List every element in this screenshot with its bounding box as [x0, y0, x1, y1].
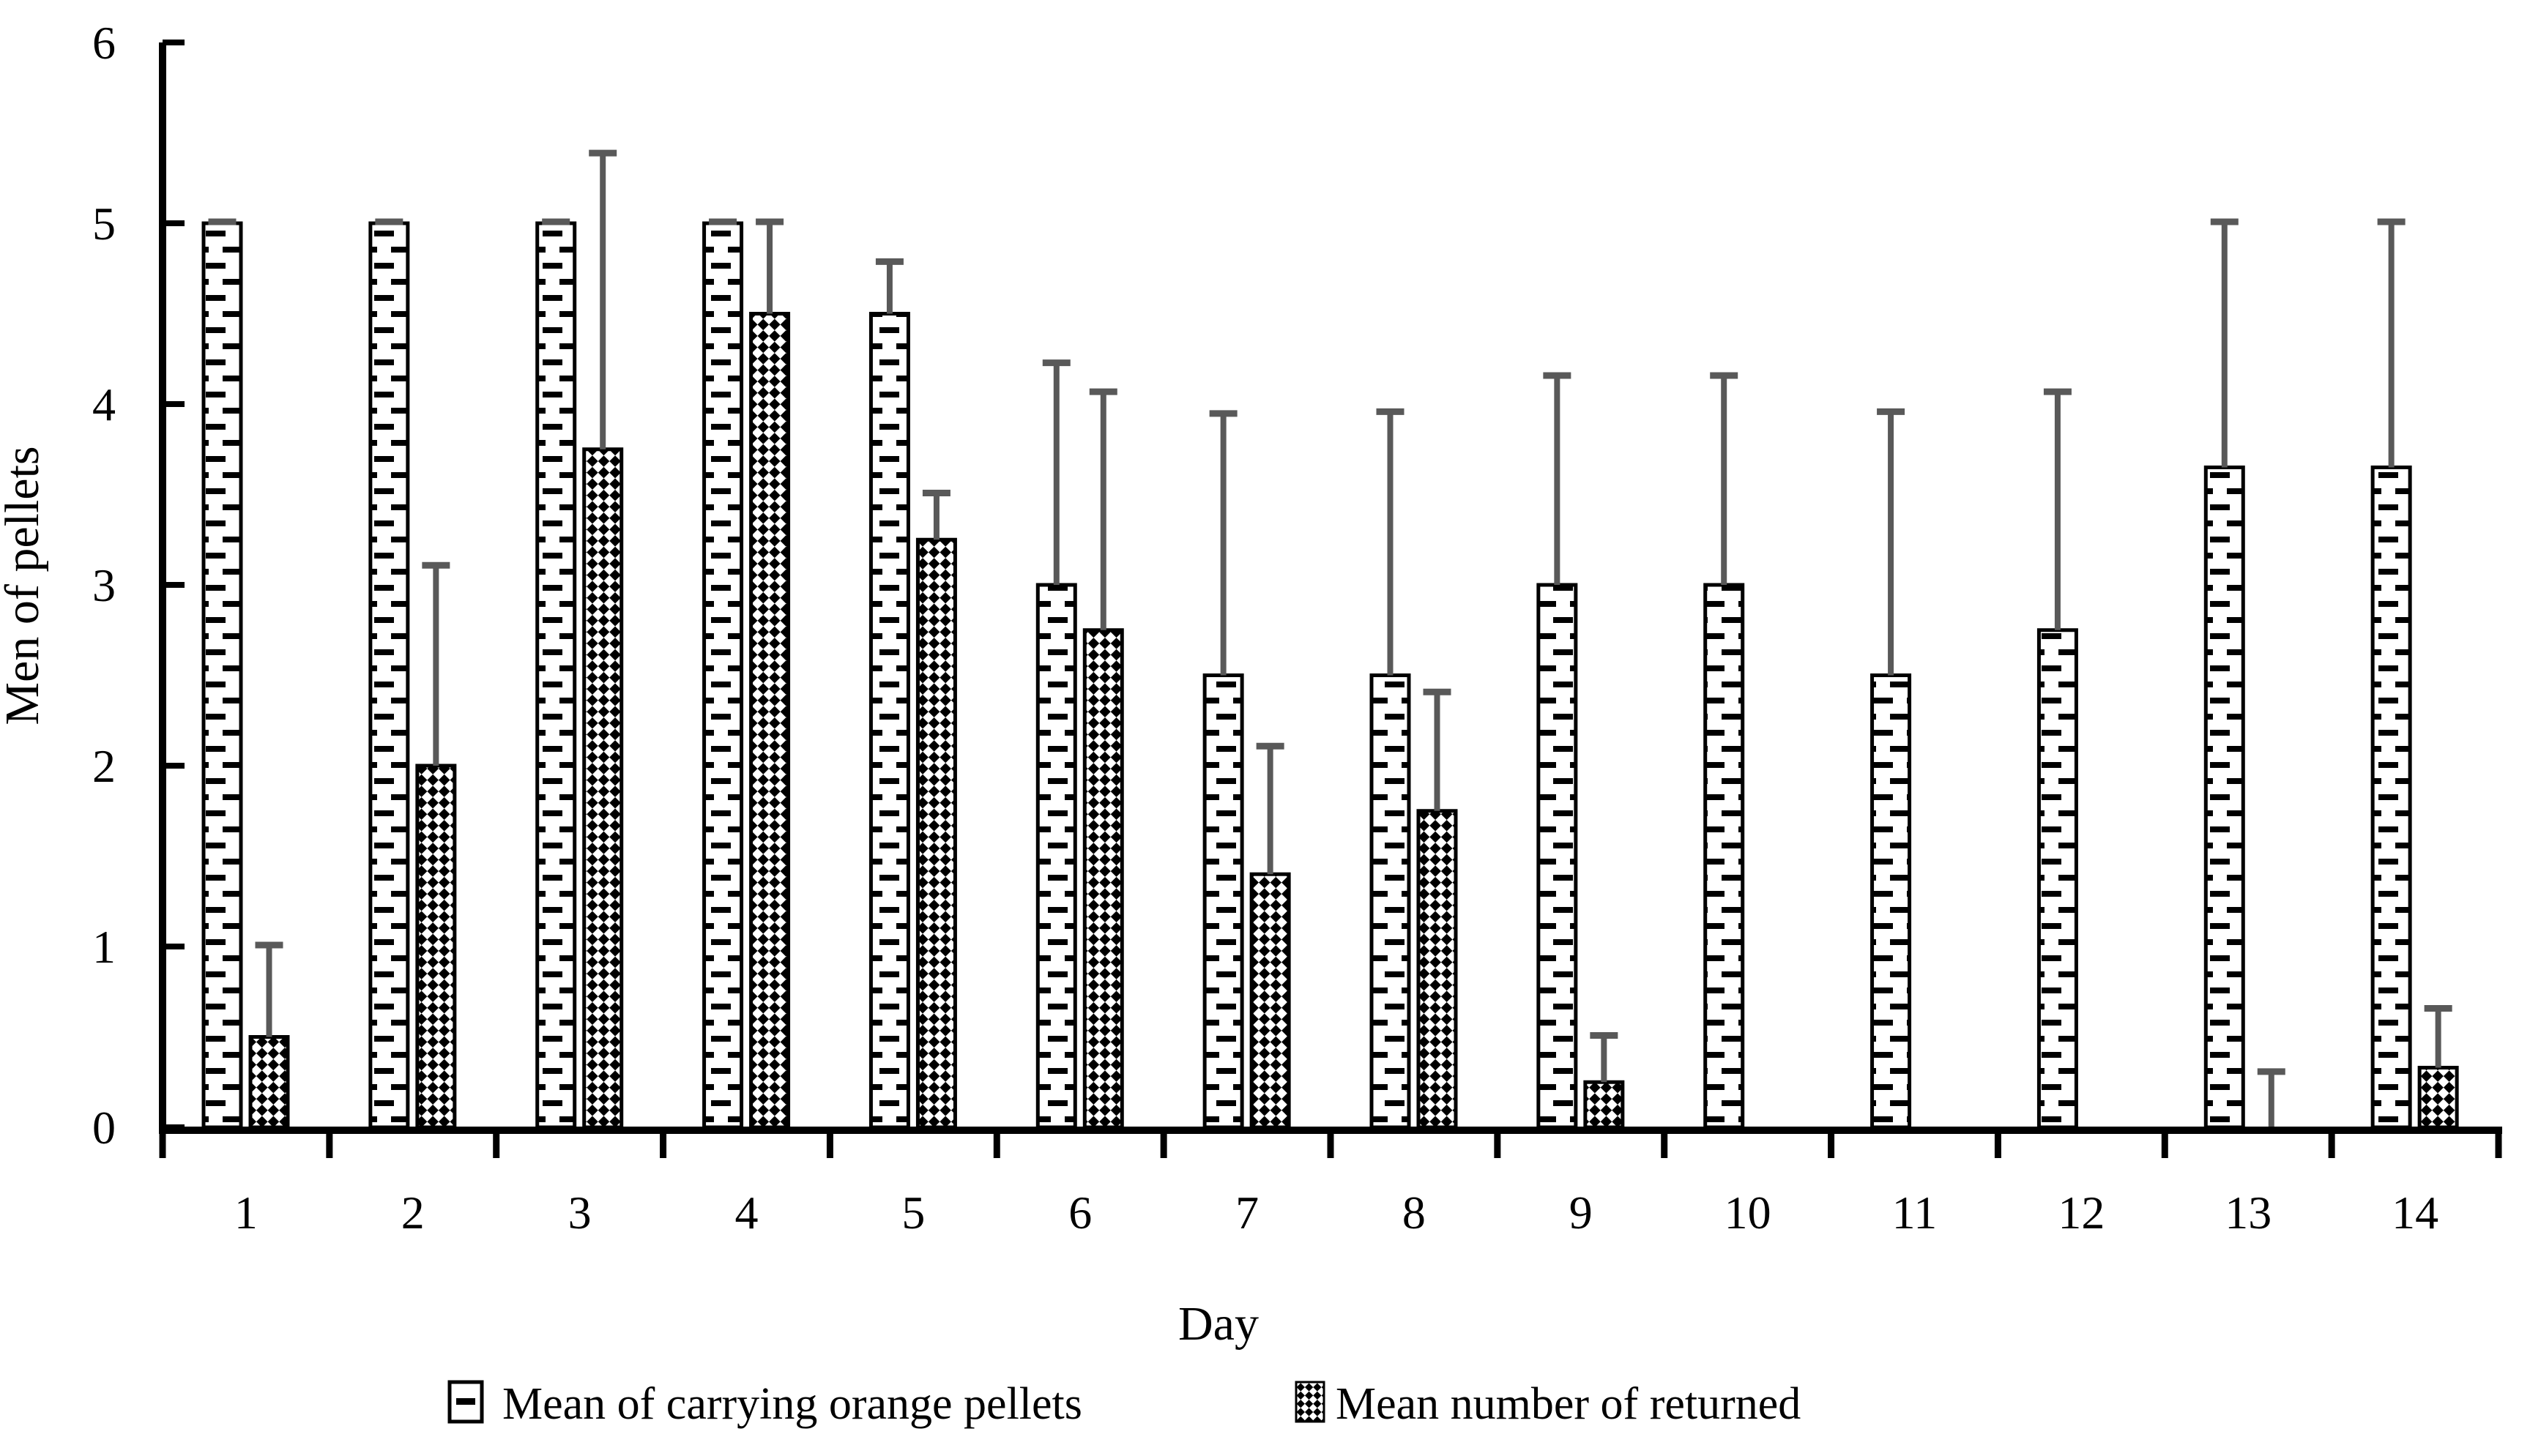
x-tick-label-1: 1: [234, 1187, 258, 1239]
bar-series1-day-2: [368, 221, 410, 1130]
x-tick-label-4: 4: [734, 1187, 758, 1239]
x-tick-label-7: 7: [1235, 1187, 1259, 1239]
bar-series2-day-1: [248, 1035, 290, 1130]
bar-series1-day-10: [1703, 583, 1745, 1130]
bar-series1-day-5: [868, 312, 910, 1130]
y-tick-label-0: 0: [92, 1102, 116, 1154]
bar-series1-day-3: [535, 221, 577, 1130]
bar-series1-day-4: [702, 221, 744, 1130]
bar-series1-day-11: [1870, 673, 1912, 1130]
x-tick-label-9: 9: [1569, 1187, 1593, 1239]
bars-group: [201, 221, 2459, 1130]
bar-series1-day-14: [2370, 465, 2412, 1130]
x-tick-label-13: 13: [2225, 1187, 2272, 1239]
x-tick-label-8: 8: [1402, 1187, 1426, 1239]
y-tick-label-6: 6: [92, 17, 116, 69]
x-tick-label-12: 12: [2058, 1187, 2105, 1239]
bar-series2-day-4: [749, 312, 791, 1130]
legend-item-carrying: Mean of carrying orange pellets: [447, 1379, 1082, 1429]
ticks-group: [159, 40, 2502, 1158]
legend-swatch-checker-icon: [1295, 1381, 1325, 1423]
bar-series1-day-12: [2036, 628, 2078, 1130]
bar-series2-day-9: [1583, 1080, 1625, 1130]
x-axis-title: Day: [1178, 1297, 1259, 1351]
bar-series2-day-3: [582, 447, 624, 1130]
legend: Mean of carrying orange pellets Mean num…: [447, 1379, 1801, 1429]
bar-series1-day-7: [1202, 673, 1244, 1130]
bar-series2-day-6: [1082, 628, 1124, 1130]
bar-series2-day-7: [1249, 872, 1291, 1130]
x-tick-label-14: 14: [2392, 1187, 2438, 1239]
x-tick-label-6: 6: [1068, 1187, 1092, 1239]
legend-item-returned: Mean number of returned: [1295, 1379, 1801, 1429]
bar-series2-day-5: [915, 537, 957, 1130]
bar-series1-day-8: [1369, 673, 1411, 1130]
x-tick-label-5: 5: [901, 1187, 925, 1239]
bar-series2-day-14: [2417, 1065, 2459, 1130]
y-axis-title: Men of pellets: [0, 446, 49, 725]
y-tick-label-2: 2: [92, 740, 116, 792]
x-tick-label-3: 3: [568, 1187, 592, 1239]
y-tick-label-5: 5: [92, 198, 116, 250]
legend-label-returned: Mean number of returned: [1336, 1379, 1801, 1429]
bar-series2-day-2: [415, 764, 457, 1130]
x-tick-label-2: 2: [401, 1187, 425, 1239]
legend-swatch-dash-mark-icon: [456, 1398, 475, 1405]
bar-series2-day-8: [1416, 809, 1458, 1130]
bar-series1-day-13: [2203, 465, 2245, 1130]
legend-label-carrying: Mean of carrying orange pellets: [502, 1379, 1082, 1429]
x-tick-label-10: 10: [1725, 1187, 1771, 1239]
bar-series1-day-9: [1536, 583, 1578, 1130]
y-tick-label-1: 1: [92, 921, 116, 973]
error-bars-group: [208, 149, 2452, 1127]
y-tick-label-4: 4: [92, 378, 116, 430]
bar-series1-day-6: [1035, 583, 1077, 1130]
bar-series1-day-1: [201, 221, 243, 1130]
y-tick-label-3: 3: [92, 559, 116, 611]
x-tick-label-11: 11: [1892, 1187, 1938, 1239]
